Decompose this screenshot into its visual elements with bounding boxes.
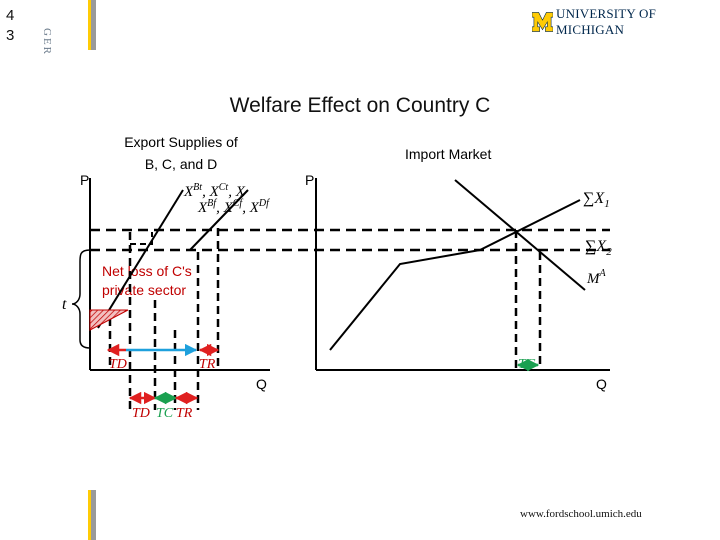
tr-label-bottom: TR <box>176 406 193 421</box>
footer-url: www.fordschool.umich.edu <box>520 508 642 520</box>
right-axis-p: P <box>305 172 315 188</box>
university-logo: UNIVERSITY OF MICHIGAN <box>532 6 720 37</box>
net-loss-triangle <box>89 309 129 331</box>
bottom-left-bar-gold <box>88 490 91 540</box>
supply-label-bottom: XBf, XCf, XDf <box>197 198 270 216</box>
sum-x1-label: ∑X1 <box>583 190 610 210</box>
sum-x1-curve <box>329 199 581 351</box>
top-left-bar <box>88 0 96 50</box>
td-label-left: TD <box>109 357 127 372</box>
slide-number: 4 3 <box>6 6 14 46</box>
tariff-brace <box>71 249 91 349</box>
right-axis-q: Q <box>596 376 607 392</box>
import-demand-curve <box>454 179 586 291</box>
tr-label-left: TR <box>199 357 216 372</box>
slide-number-bottom: 3 <box>6 27 15 44</box>
net-loss-line1: Net loss of C's <box>102 263 192 279</box>
export-supplies-line1: Export Supplies of <box>124 134 238 150</box>
tc-label-bottom: TC <box>156 406 174 421</box>
top-left-bar-gold <box>88 0 91 50</box>
supply-curve-tariff <box>97 189 184 329</box>
supply-label-top: XBt, XCt, X <box>183 182 246 200</box>
tc-label-right: TC <box>518 357 536 372</box>
slide-number-top: 4 <box>6 7 15 24</box>
sum-x2-label: ∑X2 <box>585 238 612 258</box>
supply-curve-free <box>189 189 249 251</box>
import-market-heading: Import Market <box>405 146 492 162</box>
slide-title: Welfare Effect on Country C <box>229 94 491 117</box>
logo-text: UNIVERSITY OF MICHIGAN <box>556 6 657 37</box>
export-supplies-line2: B, C, and D <box>144 156 218 172</box>
left-axis-q: Q <box>256 376 267 392</box>
bottom-left-bar <box>88 490 96 540</box>
export-supplies-heading: Export Supplies of B, C, and D <box>105 131 257 175</box>
block-m-icon <box>532 12 554 32</box>
tariff-label: t <box>62 296 67 313</box>
td-label-bottom: TD <box>132 406 150 421</box>
left-axis-p: P <box>80 172 90 188</box>
import-demand-label: MA <box>586 268 607 287</box>
